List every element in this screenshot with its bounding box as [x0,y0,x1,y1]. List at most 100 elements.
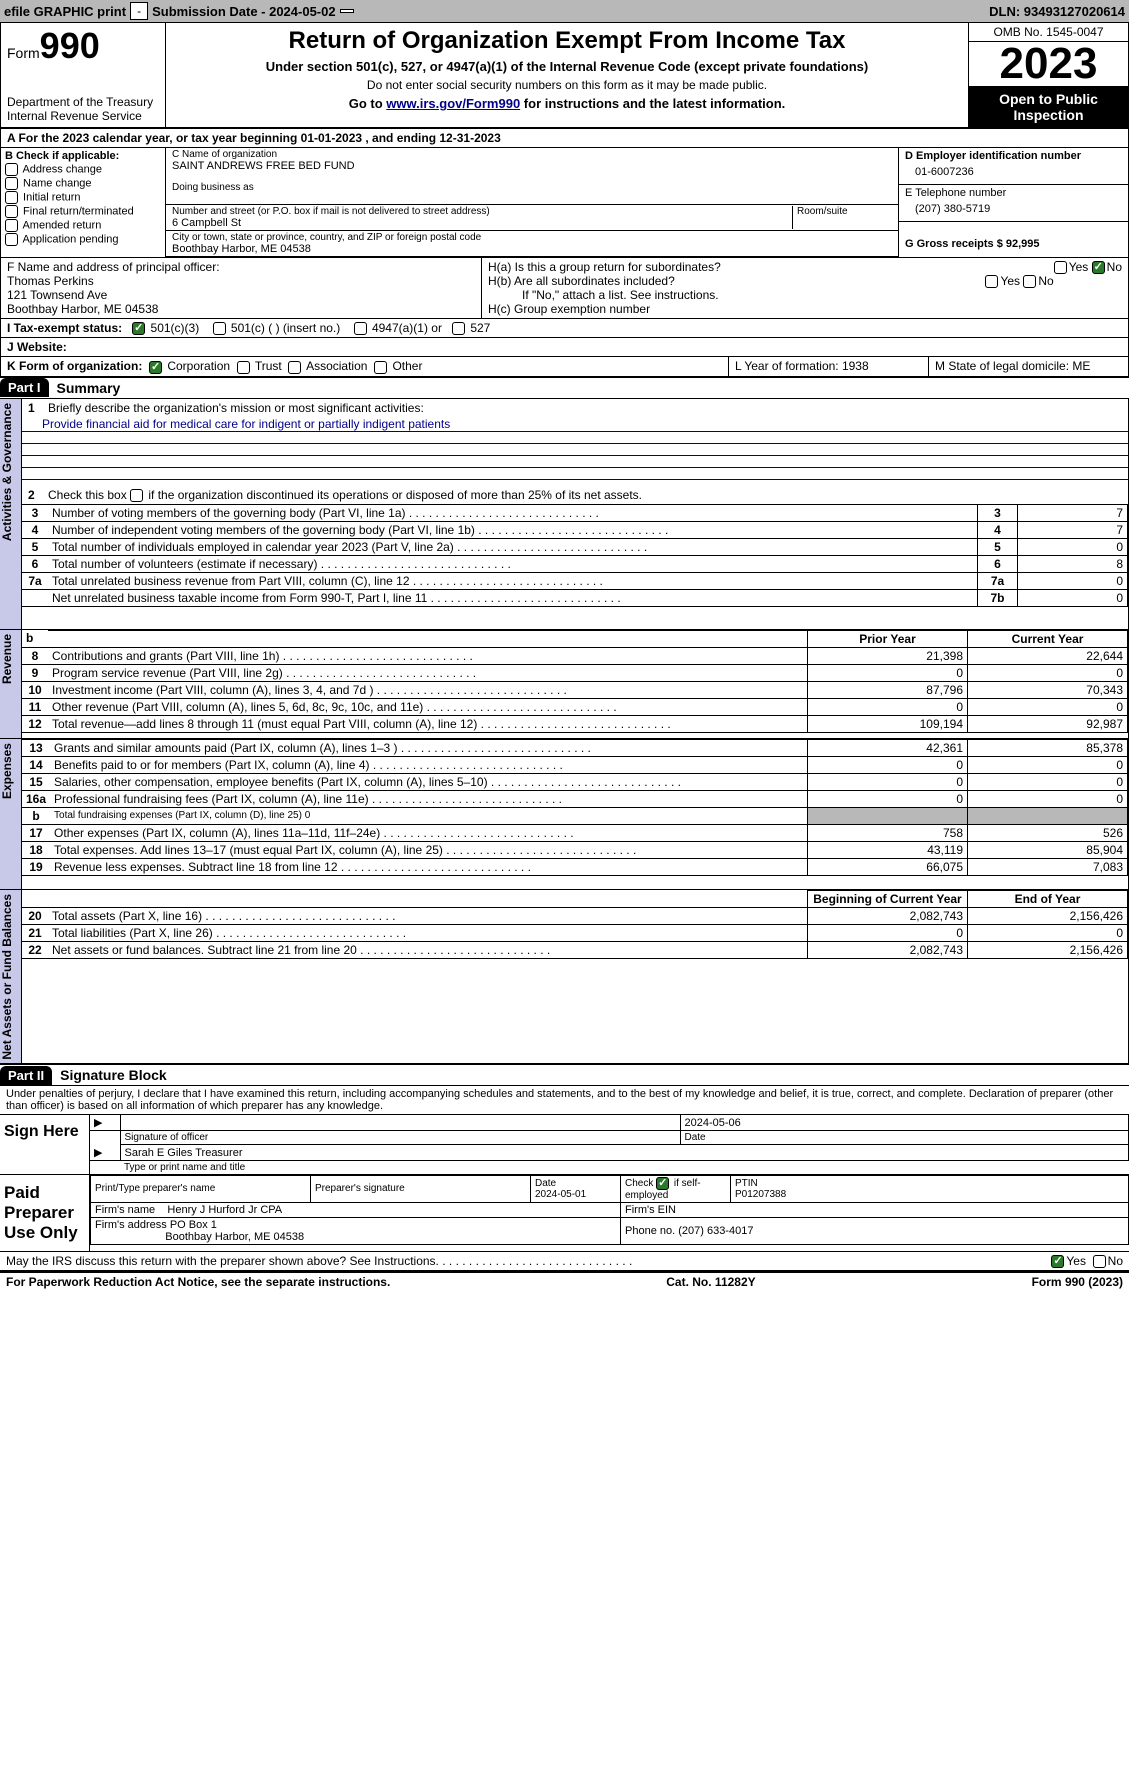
firm-addr1: PO Box 1 [170,1219,217,1231]
b-title: B Check if applicable: [5,150,161,162]
table-row: 11Other revenue (Part VIII, column (A), … [22,698,1128,715]
vtab-revenue: Revenue [0,630,21,688]
misc-button[interactable] [340,9,354,13]
phone-row: E Telephone number (207) 380-5719 [899,185,1128,222]
tax-year: 2023 [969,42,1128,87]
officer-addr1: 121 Townsend Ave [7,288,475,302]
self-employed-checkbox[interactable] [656,1177,669,1190]
k-assoc-checkbox[interactable] [288,361,301,374]
firm-addr2: Boothbay Harbor, ME 04538 [165,1231,304,1243]
discuss-row: May the IRS discuss this return with the… [0,1252,1129,1271]
hb-yes-checkbox[interactable] [985,275,998,288]
vtab-netassets: Net Assets or Fund Balances [0,890,21,1064]
table-row: 20Total assets (Part X, line 16)2,082,74… [22,907,1128,924]
table-row: 19Revenue less expenses. Subtract line 1… [22,858,1128,875]
topbar: efile GRAPHIC print - Submission Date - … [0,0,1129,22]
officer-addr2: Boothbay Harbor, ME 04538 [7,302,475,316]
k-corp-checkbox[interactable] [149,361,162,374]
table-row: 21Total liabilities (Part X, line 26)00 [22,924,1128,941]
table-row: 17Other expenses (Part IX, column (A), l… [22,824,1128,841]
expenses-table: 13Grants and similar amounts paid (Part … [22,739,1128,876]
i-501c3-checkbox[interactable] [132,322,145,335]
org-name-row: C Name of organization SAINT ANDREWS FRE… [166,148,898,205]
i-501c-checkbox[interactable] [213,322,226,335]
ha-yes-checkbox[interactable] [1054,261,1067,274]
discuss-no-checkbox[interactable] [1093,1255,1106,1268]
i-527-checkbox[interactable] [452,322,465,335]
f-h-block: F Name and address of principal officer:… [0,258,1129,319]
city-state-zip: Boothbay Harbor, ME 04538 [172,243,892,255]
year-formation: L Year of formation: 1938 [728,357,928,375]
hb-no-checkbox[interactable] [1023,275,1036,288]
h-c-row: H(c) Group exemption number [488,302,1122,316]
ein-value: 01-6007236 [905,162,1122,182]
h-b-row: H(b) Are all subordinates included? Yes … [488,274,1122,288]
city-row: City or town, state or province, country… [166,231,898,257]
vtab-expenses: Expenses [0,739,21,803]
k-trust-checkbox[interactable] [237,361,250,374]
sign-here-label: Sign Here [0,1115,90,1174]
gross-receipts: G Gross receipts $ 92,995 [899,222,1128,252]
table-row: 14Benefits paid to or for members (Part … [22,756,1128,773]
print-button[interactable]: - [130,2,148,20]
table-row: 22Net assets or fund balances. Subtract … [22,941,1128,958]
org-name: SAINT ANDREWS FREE BED FUND [172,160,892,172]
netassets-table: Beginning of Current YearEnd of Year 20T… [22,890,1128,959]
subtitle: Under section 501(c), 527, or 4947(a)(1)… [174,59,960,74]
street-address: 6 Campbell St [172,217,792,229]
discuss-yes-checkbox[interactable] [1051,1255,1064,1268]
table-row: 15Salaries, other compensation, employee… [22,773,1128,790]
dln: DLN: 93493127020614 [989,4,1125,19]
open-inspection: Open to Public Inspection [969,87,1128,127]
preparer-date: 2024-05-01 [535,1189,586,1200]
table-row: 5Total number of individuals employed in… [22,538,1128,555]
table-row: Net unrelated business taxable income fr… [22,589,1128,606]
table-row: 7aTotal unrelated business revenue from … [22,572,1128,589]
goto-link-line: Go to www.irs.gov/Form990 for instructio… [174,96,960,111]
k-other-checkbox[interactable] [374,361,387,374]
ptin-value: P01207388 [735,1189,786,1200]
hb-note: If "No," attach a list. See instructions… [488,288,1122,302]
table-row: 13Grants and similar amounts paid (Part … [22,739,1128,756]
efile-label: efile GRAPHIC print [4,4,126,19]
table-row: 16aProfessional fundraising fees (Part I… [22,790,1128,807]
firm-name: Henry J Hurford Jr CPA [167,1204,282,1216]
l2-checkbox[interactable] [130,489,143,502]
b-checkbox-item: Address change [5,163,161,176]
revenue-table: b Prior YearCurrent Year 8Contributions … [22,630,1128,733]
b-checkbox-item: Amended return [5,219,161,232]
officer-name: Thomas Perkins [7,274,475,288]
col-b-checkboxes: B Check if applicable: Address change Na… [1,148,166,257]
vtab-governance: Activities & Governance [0,399,21,545]
line-1: 1Briefly describe the organization's mis… [22,399,1128,417]
page-footer: For Paperwork Reduction Act Notice, see … [0,1271,1129,1291]
form-number: Form990 [7,25,159,67]
table-row: bTotal fundraising expenses (Part IX, co… [22,807,1128,824]
irs-link[interactable]: www.irs.gov/Form990 [386,96,520,111]
officer-printed-name: Sarah E Giles Treasurer [120,1145,1129,1161]
table-row: 9Program service revenue (Part VIII, lin… [22,664,1128,681]
governance-table: 3Number of voting members of the governi… [22,504,1128,607]
mission-text: Provide financial aid for medical care f… [22,417,1128,432]
paid-preparer-label: Paid Preparer Use Only [0,1175,90,1251]
principal-officer-label: F Name and address of principal officer: [7,260,475,274]
table-row: 12Total revenue—add lines 8 through 11 (… [22,715,1128,732]
b-checkbox-item: Name change [5,177,161,190]
address-row: Number and street (or P.O. box if mail i… [166,205,898,231]
i-4947-checkbox[interactable] [354,322,367,335]
table-row: 10Investment income (Part VIII, column (… [22,681,1128,698]
table-row: 18Total expenses. Add lines 13–17 (must … [22,841,1128,858]
ha-no-checkbox[interactable] [1092,261,1105,274]
officer-sig-date: 2024-05-06 [680,1115,1129,1131]
table-row: 3Number of voting members of the governi… [22,504,1128,521]
table-row: 8Contributions and grants (Part VIII, li… [22,647,1128,664]
dept-label: Department of the Treasury Internal Reve… [7,95,159,123]
sign-here-block: Sign Here ▶ 2024-05-06 Signature of offi… [0,1114,1129,1174]
form-header: Form990 Department of the Treasury Inter… [0,22,1129,129]
form-title: Return of Organization Exempt From Incom… [174,27,960,55]
paid-preparer-block: Paid Preparer Use Only Print/Type prepar… [0,1174,1129,1252]
state-domicile: M State of legal domicile: ME [928,357,1128,375]
line-a: A For the 2023 calendar year, or tax yea… [0,129,1129,148]
ein-row: D Employer identification number 01-6007… [899,148,1128,185]
part2-header: Part II Signature Block [0,1064,1129,1085]
